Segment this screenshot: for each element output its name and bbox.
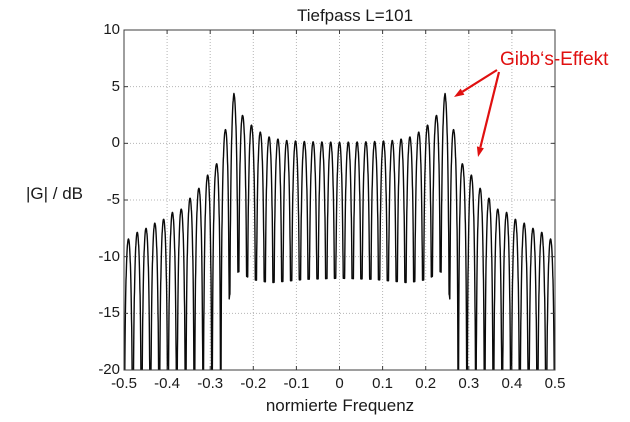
axes-box <box>123 29 556 371</box>
x-tick-label: -0.2 <box>240 375 267 392</box>
x-axis-label: normierte Frequenz <box>265 396 415 415</box>
x-tick-label: -0.1 <box>283 375 310 392</box>
y-tick-label: -15 <box>98 304 120 322</box>
gibbs-effect-annotation: Gibb‘s-Effekt <box>500 49 609 70</box>
x-tick-label: 0.4 <box>501 375 523 392</box>
y-tick-label: -20 <box>98 361 120 378</box>
chart-title: Tiefpass L=101 <box>296 6 414 25</box>
x-tick-label: -0.4 <box>154 375 181 392</box>
y-tick-label: 5 <box>111 77 120 95</box>
x-tick-label: 0.1 <box>372 375 394 392</box>
y-tick-label: 10 <box>103 21 120 38</box>
y-tick-label: -5 <box>106 191 120 208</box>
y-tick-label: -10 <box>98 247 120 265</box>
x-tick-label: 0.5 <box>544 375 566 392</box>
y-tick-label: 0 <box>111 134 120 152</box>
x-tick-label: -0.5 <box>111 375 137 392</box>
y-axis-label: |G| / dB <box>26 184 84 203</box>
annotation-arrows <box>454 69 501 157</box>
magnitude-response-curve <box>124 92 555 370</box>
x-tick-label: 0.2 <box>415 375 437 392</box>
gridlines <box>124 30 555 370</box>
x-tick-label: 0.3 <box>458 375 480 392</box>
x-tick-label: -0.3 <box>197 375 224 392</box>
x-tick-label: 0 <box>335 375 344 392</box>
